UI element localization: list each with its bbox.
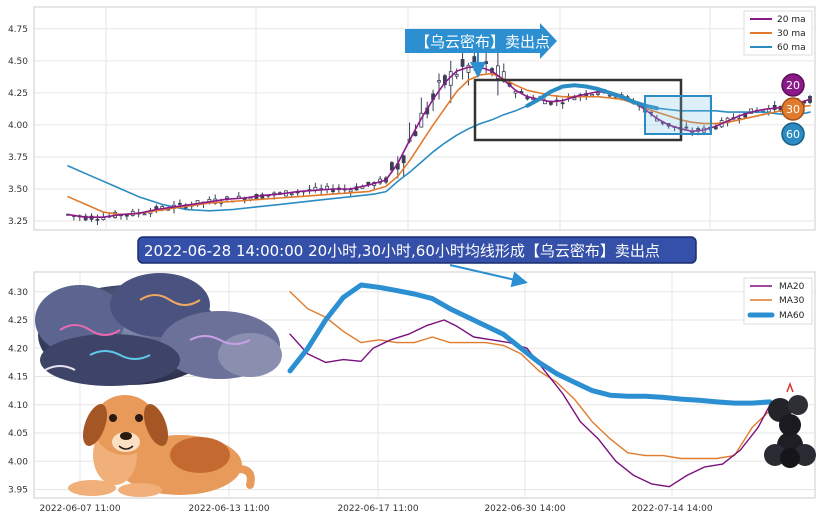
candle-body <box>472 56 477 66</box>
ma-badges: 20 30 60 <box>781 73 805 146</box>
legend-label-ma30: MA30 <box>779 296 805 306</box>
badge-30-text: 30 <box>786 103 800 116</box>
bottom-y-tick-4: 4.15 <box>8 373 28 383</box>
bottom-ma-lines <box>287 282 773 488</box>
ma30-bottom-line <box>289 291 771 460</box>
top-y-tick-2: 3.75 <box>8 153 28 163</box>
top-legend: 20 ma 30 ma 60 ma <box>743 10 813 56</box>
top-y-tick-5: 4.50 <box>8 57 28 67</box>
candle-body <box>142 213 147 216</box>
badge-60 <box>781 122 805 146</box>
top-y-tick-3: 4.00 <box>8 121 28 131</box>
candle-body <box>560 102 565 105</box>
legend-label-20: 20 ma <box>777 15 806 25</box>
legend-label-ma60: MA60 <box>779 311 805 321</box>
dark-cloud-icon <box>764 381 816 468</box>
candle-body <box>513 90 518 94</box>
sell-point-callout: 【乌云密布】卖出点 <box>405 23 557 78</box>
dog-illustration <box>68 395 255 497</box>
candle-body <box>95 218 100 221</box>
dark-cloud-box <box>473 78 683 142</box>
ma60-emphasis <box>525 83 659 111</box>
ma30-line <box>67 72 811 216</box>
legend-label-60: 60 ma <box>777 43 806 53</box>
candle-body <box>177 202 182 205</box>
candle-body <box>495 65 500 79</box>
top-y-ticks: 3.25 3.50 3.75 4.00 4.25 4.50 4.75 <box>8 25 28 227</box>
top-y-tick-1: 3.50 <box>8 185 28 195</box>
candle-body <box>596 92 600 95</box>
bottom-y-tick-2: 4.05 <box>8 429 28 439</box>
badge-20 <box>781 73 805 97</box>
bottom-y-tick-7: 4.30 <box>8 288 28 298</box>
candle-body <box>389 162 394 171</box>
candle-body <box>572 97 577 101</box>
badge-60-text: 60 <box>786 128 800 141</box>
bottom-x-tick-1: 2022-06-13 11:00 <box>188 504 269 514</box>
bottom-x-ticks: 2022-06-07 11:00 2022-06-13 11:00 2022-06-… <box>39 504 712 514</box>
candle-body <box>124 214 129 217</box>
candle-body <box>466 64 471 73</box>
ma60-bottom-line <box>287 282 773 406</box>
candle-body <box>348 189 353 193</box>
candle-body <box>607 94 612 97</box>
bottom-legend: MA20 MA30 MA60 <box>743 277 813 325</box>
legend-label-30: 30 ma <box>777 29 806 39</box>
bottom-y-tick-1: 4.00 <box>8 457 28 467</box>
badge-20-text: 20 <box>786 79 800 92</box>
candle-body <box>484 61 489 64</box>
candle-body <box>684 126 689 129</box>
banner-pointer <box>449 264 528 288</box>
top-y-tick-6: 4.75 <box>8 25 28 35</box>
callout-arrow-shape <box>405 23 557 59</box>
ma20-bottom-line <box>289 319 771 488</box>
candle-body <box>460 59 465 67</box>
bottom-y-ticks: 3.95 4.00 4.05 4.10 4.15 4.20 4.25 4.30 <box>8 288 28 496</box>
candle-body <box>590 94 595 97</box>
ma20-line <box>67 66 811 218</box>
candle-body <box>289 193 294 196</box>
bottom-y-tick-0: 3.95 <box>8 486 28 496</box>
badge-30 <box>781 97 805 121</box>
callout-text: 【乌云密布】卖出点 <box>415 33 550 51</box>
candle-body <box>454 74 459 77</box>
top-y-tick-0: 3.25 <box>8 217 28 227</box>
bottom-y-tick-5: 4.20 <box>8 344 28 354</box>
storm-cloud-illustration <box>35 273 282 386</box>
bottom-y-tick-3: 4.10 <box>8 401 28 411</box>
legend-label-ma20: MA20 <box>779 282 805 292</box>
bottom-y-tick-6: 4.25 <box>8 316 28 326</box>
candle-body <box>225 196 229 199</box>
candle-body <box>401 155 406 164</box>
banner-text: 2022-06-28 14:00:00 20小时,30小时,60小时均线形成【乌… <box>144 242 660 260</box>
banner-background <box>137 236 697 264</box>
pattern-highlight-box <box>644 95 712 135</box>
signal-banner: 2022-06-28 14:00:00 20小时,30小时,60小时均线形成【乌… <box>137 236 697 288</box>
bottom-x-tick-2: 2022-06-17 11:00 <box>337 504 418 514</box>
candle-body <box>437 80 441 83</box>
top-candlestick-panel: 3.25 3.50 3.75 4.00 4.25 4.50 4.75 【乌云密布】卖出点 2… <box>8 6 816 231</box>
bottom-x-tick-0: 2022-06-07 11:00 <box>39 504 120 514</box>
top-y-tick-4: 4.25 <box>8 89 28 99</box>
bottom-x-tick-3: 2022-06-30 14:00 <box>484 504 565 514</box>
bottom-x-tick-4: 2022-07-14 14:00 <box>631 504 712 514</box>
candle-body <box>83 215 88 221</box>
